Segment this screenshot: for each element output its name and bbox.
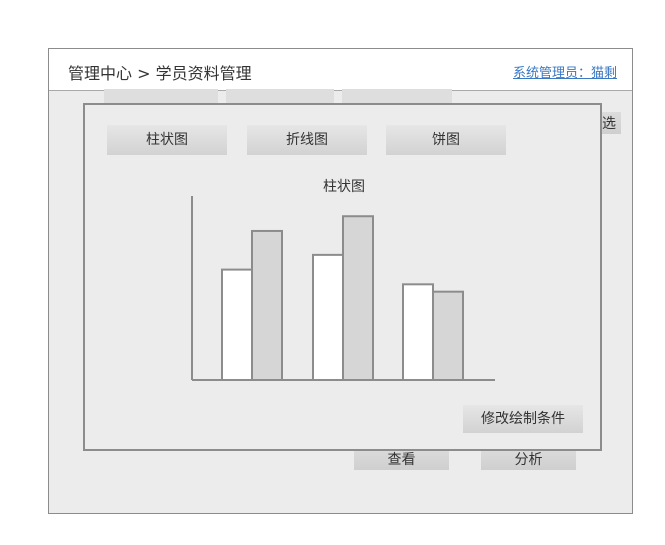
bar-series-2-group-2 xyxy=(342,215,374,381)
tab-line-chart[interactable]: 折线图 xyxy=(247,125,367,155)
background-tab xyxy=(342,89,452,103)
bar-chart xyxy=(191,196,495,382)
view-button[interactable]: 查看 xyxy=(354,448,449,470)
tab-bar-chart[interactable]: 柱状图 xyxy=(107,125,227,155)
breadcrumb: 管理中心 > 学员资料管理 xyxy=(68,64,252,83)
bar-series-2-group-1 xyxy=(251,229,283,381)
header-bar: 管理中心 > 学员资料管理 系统管理员：猫剩 xyxy=(49,49,632,91)
bar-series-1-group-2 xyxy=(312,253,344,382)
background-tab xyxy=(104,89,218,103)
bar-series-2-group-3 xyxy=(432,290,464,381)
analyze-button[interactable]: 分析 xyxy=(481,448,576,470)
bar-series-1-group-3 xyxy=(402,283,434,382)
bar-series-1-group-1 xyxy=(221,268,253,382)
admin-user-link[interactable]: 系统管理员：猫剩 xyxy=(512,66,617,81)
tab-pie-chart[interactable]: 饼图 xyxy=(386,125,506,155)
background-tab xyxy=(226,89,334,103)
chart-dialog: 柱状图 折线图 饼图 柱状图 修改绘制条件 xyxy=(83,103,602,451)
chart-title: 柱状图 xyxy=(323,179,365,195)
modify-conditions-button[interactable]: 修改绘制条件 xyxy=(463,405,583,433)
